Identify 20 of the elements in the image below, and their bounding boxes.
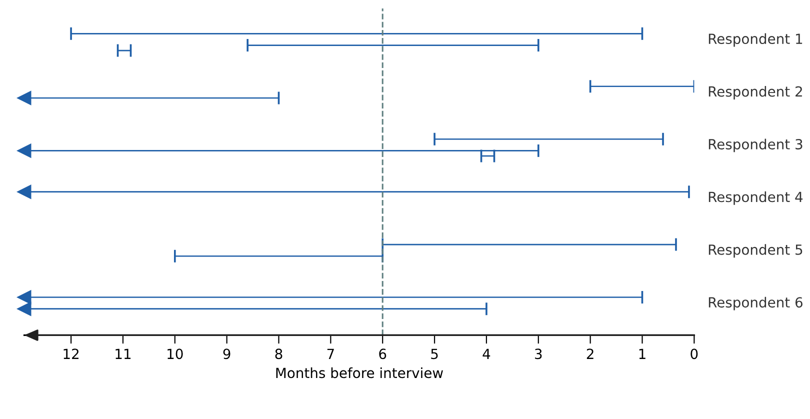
x-tick-label: 9 [223,348,230,360]
x-tick-label: 3 [535,348,542,360]
y-tick-label: Respondent 5 [708,244,802,258]
x-axis-title: Months before interview [276,367,443,378]
y-tick-label: Respondent 4 [708,191,803,205]
y-tick-label: Respondent 1 [708,33,802,47]
x-tick-label: 6 [379,348,386,360]
x-tick-label: 12 [64,348,78,359]
x-tick-label: 0 [690,348,698,360]
x-tick-label: 1 [639,348,646,359]
x-tick-label: 4 [482,348,490,359]
x-tick-label: 2 [586,348,594,359]
x-tick-label: 8 [275,348,282,360]
x-tick-label: 11 [116,348,131,359]
y-tick-label: Respondent 3 [708,138,802,152]
y-tick-label: Respondent 2 [708,86,802,100]
x-tick-label: 10 [168,348,183,360]
y-tick-label: Respondent 6 [708,296,802,310]
x-tick-label: 7 [327,348,334,359]
x-tick-label: 5 [431,348,438,360]
